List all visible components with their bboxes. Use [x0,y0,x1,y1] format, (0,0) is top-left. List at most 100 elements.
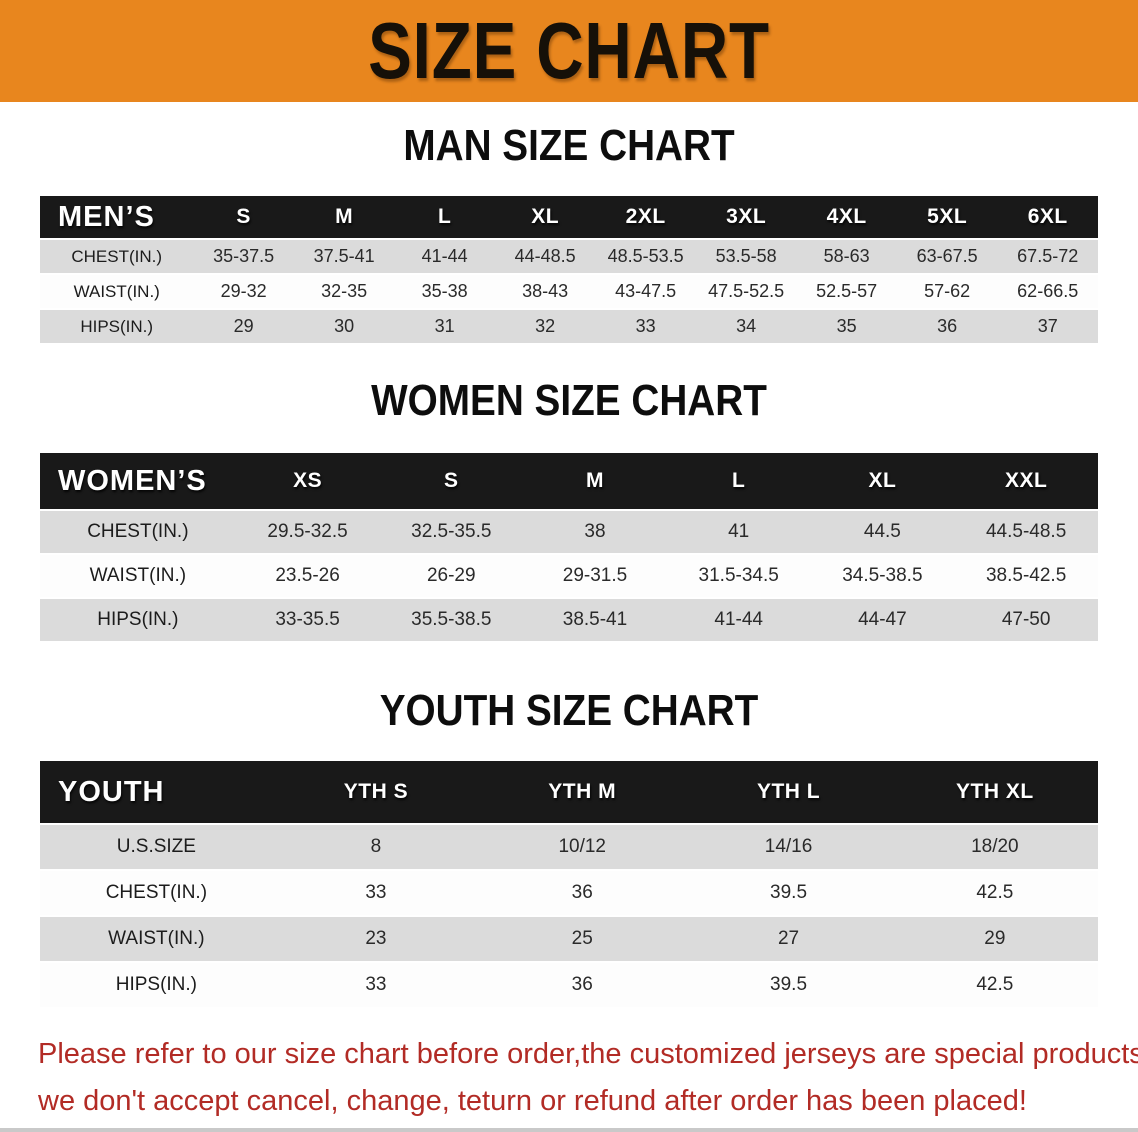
row-label: HIPS(IN.) [40,310,194,343]
table-cell: 47.5-52.5 [695,275,797,308]
row-label: CHEST(IN.) [40,871,273,915]
table-row: CHEST(IN.) 29.5-32.5 32.5-35.5 38 41 44.5 44.5… [40,511,1098,553]
table-cell: 32 [494,310,596,343]
bottom-edge-strip [0,1128,1138,1132]
youth-section-title: YOUTH SIZE CHART [379,686,759,735]
disclaimer-line-2: we don't accept cancel, change, teturn o… [38,1085,1027,1117]
table-cell: 41-44 [394,240,495,273]
table-cell: 34.5-38.5 [810,555,955,597]
table-cell: 57-62 [896,275,998,308]
table-cell: 35 [796,310,897,343]
table-cell: 37.5-41 [293,240,395,273]
table-cell: 44-48.5 [494,240,596,273]
row-label: HIPS(IN.) [40,963,273,1007]
table-cell: 36 [479,871,686,915]
women-section-title: WOMEN SIZE CHART [371,376,767,425]
table-row: HIPS(IN.) 29 30 31 32 33 34 35 36 37 [40,310,1098,343]
women-section: WOMEN SIZE CHART WOMEN’S XS S M L XL XXL CHEST(… [0,345,1138,643]
table-cell: 33 [595,310,696,343]
table-cell: 35.5-38.5 [379,599,524,641]
table-cell: 63-67.5 [896,240,998,273]
table-cell: 41-44 [666,599,811,641]
table-cell: 29.5-32.5 [235,511,380,553]
column-header: 5XL [896,196,998,238]
women-size-table: WOMEN’S XS S M L XL XXL CHEST(IN.) 29.5-32.5 32.5… [40,451,1098,643]
column-header: L [394,196,495,238]
column-header: 2XL [595,196,696,238]
table-cell: 27 [685,917,892,961]
youth-section: YOUTH SIZE CHART YOUTH YTH S YTH M YTH L YTH… [0,643,1138,1009]
table-cell: 38.5-41 [523,599,667,641]
disclaimer-line-1: Please refer to our size chart before or… [38,1038,1138,1070]
table-cell: 53.5-58 [695,240,797,273]
table-cell: 36 [479,963,686,1007]
table-cell: 44-47 [810,599,955,641]
table-cell: 32.5-35.5 [379,511,524,553]
table-cell: 38.5-42.5 [954,555,1098,597]
table-cell: 33-35.5 [235,599,380,641]
men-section-title: MAN SIZE CHART [403,121,735,170]
table-cell: 48.5-53.5 [595,240,696,273]
youth-table-label: YOUTH [40,761,273,823]
column-header: YTH S [272,761,480,823]
table-cell: 18/20 [891,825,1098,869]
men-header-row: MEN’S S M L XL 2XL 3XL 4XL 5XL 6XL [40,196,1098,238]
disclaimer: Please refer to our size chart before or… [0,1009,1138,1125]
table-cell: 58-63 [796,240,897,273]
men-size-table: MEN’S S M L XL 2XL 3XL 4XL 5XL 6XL CHEST(IN.) 35-37… [40,194,1098,345]
table-cell: 29 [891,917,1098,961]
table-cell: 41 [666,511,811,553]
table-cell: 30 [293,310,395,343]
column-header: XL [494,196,596,238]
table-cell: 34 [695,310,797,343]
table-cell: 39.5 [685,871,892,915]
table-cell: 37 [997,310,1098,343]
table-cell: 14/16 [685,825,892,869]
column-header: YTH L [685,761,892,823]
row-label: HIPS(IN.) [40,599,236,641]
table-cell: 29 [193,310,294,343]
row-label: WAIST(IN.) [40,275,194,308]
column-header: M [293,196,395,238]
table-cell: 42.5 [891,871,1098,915]
table-cell: 62-66.5 [997,275,1098,308]
men-table-label: MEN’S [40,196,194,238]
column-header: XL [810,453,955,509]
column-header: 3XL [695,196,797,238]
table-cell: 29-32 [193,275,294,308]
table-cell: 8 [272,825,480,869]
table-cell: 36 [896,310,998,343]
column-header: XS [235,453,380,509]
column-header: 4XL [796,196,897,238]
column-header: YTH XL [891,761,1098,823]
row-label: CHEST(IN.) [40,511,236,553]
table-cell: 39.5 [685,963,892,1007]
table-cell: 26-29 [379,555,524,597]
table-cell: 44.5-48.5 [954,511,1098,553]
youth-header-row: YOUTH YTH S YTH M YTH L YTH XL [40,761,1098,823]
table-cell: 33 [272,963,480,1007]
table-cell: 44.5 [810,511,955,553]
table-cell: 38 [523,511,667,553]
table-cell: 52.5-57 [796,275,897,308]
row-label: WAIST(IN.) [40,555,236,597]
table-cell: 25 [479,917,686,961]
women-table-label: WOMEN’S [40,453,236,509]
table-row: CHEST(IN.) 33 36 39.5 42.5 [40,871,1098,915]
table-cell: 43-47.5 [595,275,696,308]
table-cell: 35-38 [394,275,495,308]
row-label: CHEST(IN.) [40,240,194,273]
table-cell: 42.5 [891,963,1098,1007]
table-cell: 29-31.5 [523,555,667,597]
row-label: WAIST(IN.) [40,917,273,961]
youth-size-table: YOUTH YTH S YTH M YTH L YTH XL U.S.SIZE 8 10/12… [40,759,1098,1009]
table-cell: 67.5-72 [997,240,1098,273]
column-header: S [193,196,294,238]
women-header-row: WOMEN’S XS S M L XL XXL [40,453,1098,509]
table-cell: 38-43 [494,275,596,308]
column-header: S [379,453,524,509]
table-row: CHEST(IN.) 35-37.5 37.5-41 41-44 44-48.5 48.5… [40,240,1098,273]
table-cell: 31.5-34.5 [666,555,811,597]
table-cell: 33 [272,871,480,915]
column-header: XXL [954,453,1098,509]
